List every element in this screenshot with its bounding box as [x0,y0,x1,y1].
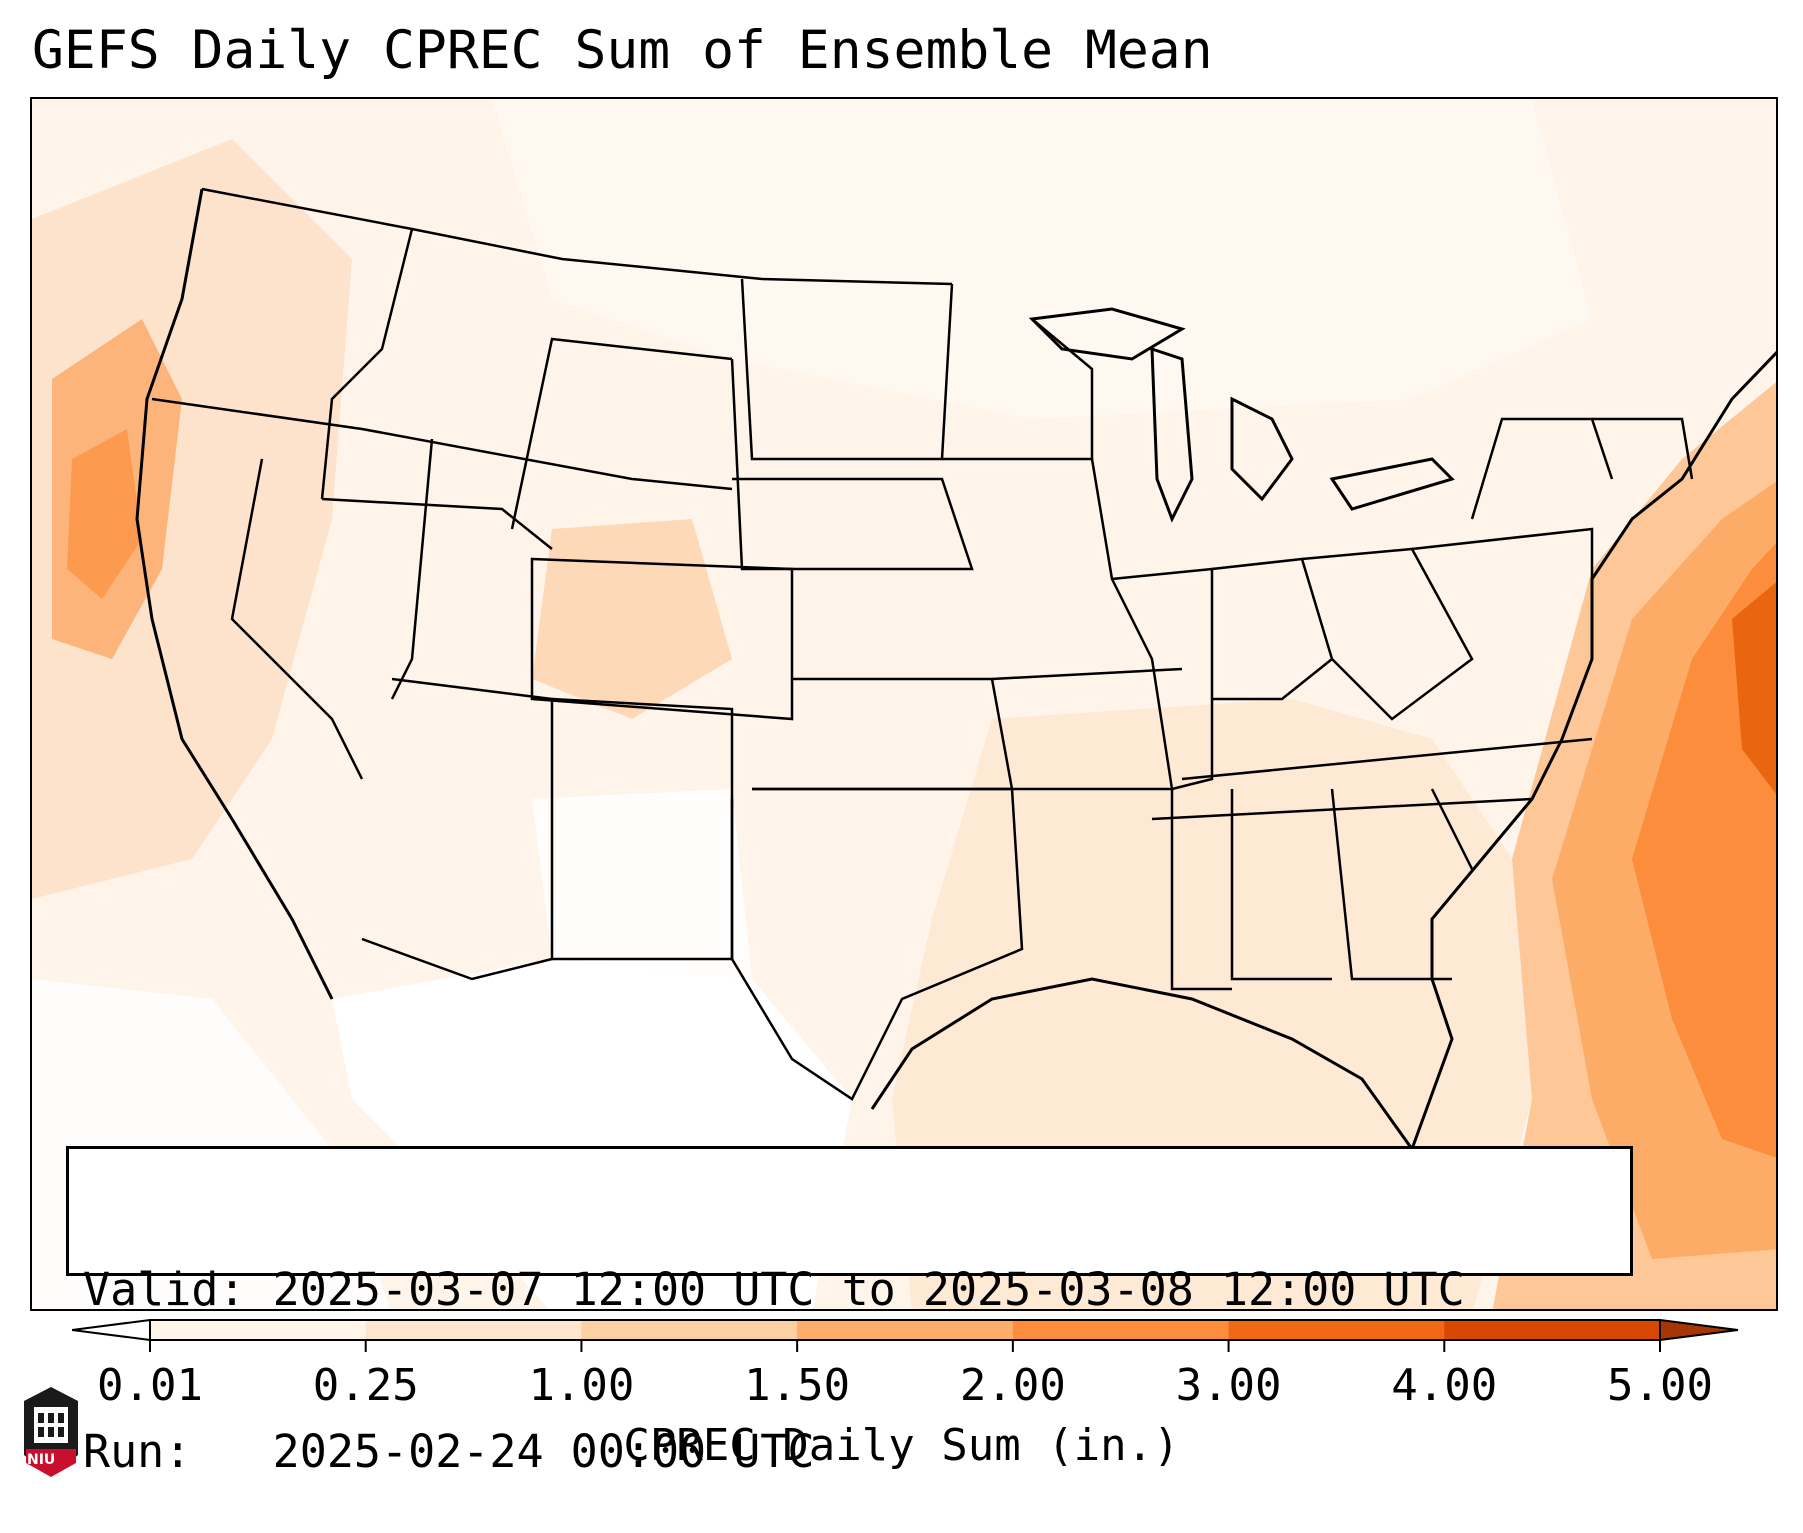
colorbar-segment [797,1320,1014,1340]
dry-region-northern-plains [492,99,1592,419]
colorbar-under-arrow [72,1318,151,1342]
precipitation-map [30,97,1778,1311]
colorbar-over-arrow [1659,1318,1739,1342]
colorbar-tick-label: 3.00 [1175,1360,1282,1411]
run-time-text: Run: 2025-02-24 00:00 UTC [83,1425,815,1478]
colorbar-segment [365,1320,582,1340]
great-lakes [1028,307,1455,523]
logo-text: NIU [27,1452,56,1468]
colorbar-segment [1012,1320,1230,1340]
colorbar-label: CPREC Daily Sum (in.) [623,1420,1180,1471]
colorbar-tick-label: 5.00 [1607,1360,1713,1411]
colorbar-frame [149,1319,1661,1341]
band-pacific-heavy [67,429,142,599]
colorbar-segment [150,1320,367,1340]
valid-time-text: Valid: 2025-03-07 12:00 UTC to 2025-03-0… [83,1263,1465,1316]
map-title: GEFS Daily CPREC Sum of Ensemble Mean [32,20,1213,81]
logo-building-icon [34,1407,68,1443]
colorbar-segment [1444,1320,1661,1340]
colorbar-segment [581,1320,798,1340]
niu-logo [24,1387,78,1477]
band-light-colorado [532,519,732,719]
colorbar-tick-label: 1.00 [528,1360,635,1411]
colorbar-tick-label: 0.25 [312,1360,419,1411]
band-light-pacific-northwest [32,139,352,899]
band-atlantic-peak [1732,582,1776,794]
colorbar-segment [1228,1320,1445,1340]
state-boundaries [151,187,1694,1101]
dry-region-new-mexico [532,789,752,979]
colorbar [72,1318,1739,1352]
colorbar-tick-label: 2.00 [959,1360,1066,1411]
valid-run-info-box: Valid: 2025-03-07 12:00 UTC to 2025-03-0… [66,1146,1633,1478]
colorbar-tick-label: 4.00 [1391,1360,1498,1411]
colorbar-tick-label: 1.50 [744,1360,851,1411]
colorbar-tick-label: 0.01 [97,1360,203,1411]
